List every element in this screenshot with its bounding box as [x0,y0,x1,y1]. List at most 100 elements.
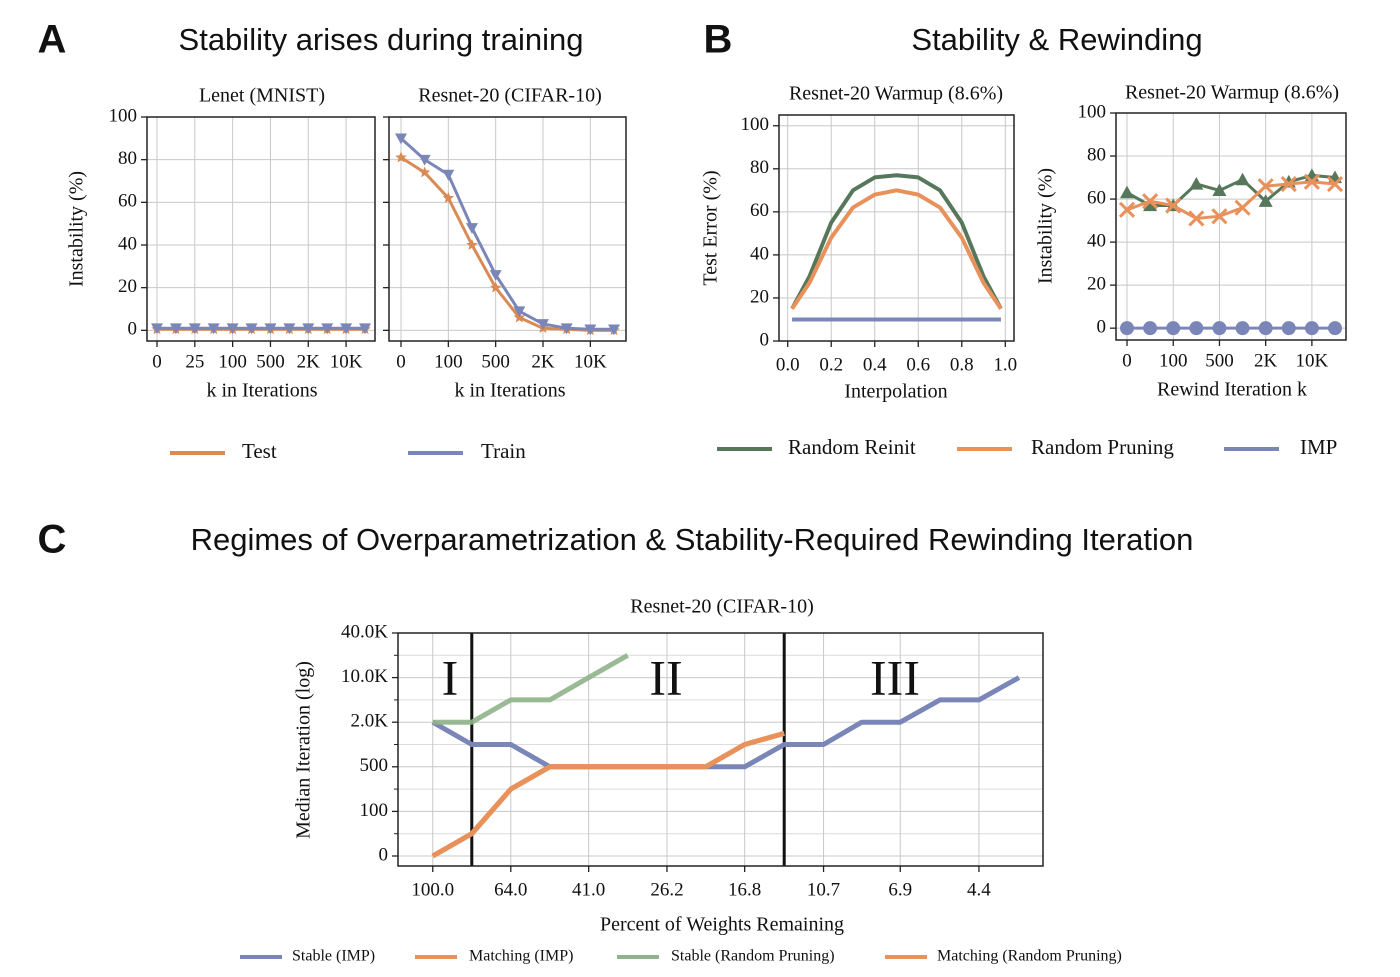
series-line [431,675,1021,770]
y-tick-label: 2.0K [351,711,389,732]
panel-title: Regimes of Overparametrization & Stabili… [191,522,1194,557]
plot-frame [1115,112,1347,341]
x-tick-label: 10K [330,351,363,372]
legend-label: Stable (IMP) [292,948,375,965]
x-tick-label: 6.9 [888,879,912,900]
region-label: II [649,649,682,705]
marker [584,324,597,336]
panel-title: Stability arises during training [179,22,584,57]
x-tick-label: 26.2 [650,879,683,900]
y-tick-label: 100 [1078,101,1107,122]
y-tick-label: 20 [1087,273,1106,294]
marker [442,192,455,203]
y-axis-label: Median Iteration (log) [293,661,315,839]
x-tick-label: 0 [396,351,406,372]
y-axis-label: Instability (%) [66,171,88,287]
marker [264,323,277,335]
y-tick-label: 100 [109,105,138,126]
x-axis-label: Percent of Weights Remaining [600,914,844,936]
marker [1188,210,1205,227]
legend-label: Matching (IMP) [469,948,573,965]
marker [537,319,549,330]
y-tick-label: 0 [379,844,389,865]
subplot-title: Lenet (MNIST) [199,85,325,107]
plot-frame [146,116,376,342]
marker [560,323,573,335]
x-tick-label: 500 [256,351,285,372]
marker [1142,193,1159,210]
x-tick-label: 10K [574,351,607,372]
y-tick-label: 500 [360,755,389,776]
y-tick-label: 10.0K [341,666,388,687]
y-axis-label: Instability (%) [1035,168,1057,284]
legend-label: Test [242,439,277,463]
plot-frame [397,632,1044,867]
x-tick-label: 0.2 [819,354,843,375]
y-tick-label: 80 [118,148,137,169]
x-axis-label: k in Iterations [206,380,317,402]
marker [1304,321,1319,336]
marker [1118,201,1136,218]
marker [1189,321,1204,336]
marker [466,223,478,234]
marker [207,323,220,335]
y-tick-label: 0 [760,329,770,350]
x-tick-label: 0 [1122,350,1132,371]
marker [188,323,201,335]
plot-frame [388,116,627,342]
marker [1212,183,1227,197]
marker [395,133,407,145]
legend-label: IMP [1300,435,1337,459]
marker [1235,321,1250,336]
region-label: I [442,649,459,705]
y-tick-label: 40 [118,233,137,254]
marker [418,154,431,166]
legend-label: Random Reinit [788,435,916,459]
legend-label: Train [481,439,526,463]
marker [1143,198,1158,212]
legend-label: Matching (Random Pruning) [937,948,1122,965]
series-line [399,137,614,331]
marker [1189,177,1204,190]
series-line [431,730,785,859]
x-tick-label: 2K [297,351,321,372]
x-tick-label: 25 [185,351,204,372]
marker [151,323,163,335]
series-line [1126,173,1336,208]
marker [513,306,526,318]
marker [321,323,334,335]
marker [1257,178,1274,195]
marker [1235,172,1250,186]
marker [1166,321,1181,336]
series-line [790,173,1003,310]
x-tick-label: 100.0 [411,879,454,900]
marker [1120,321,1134,336]
x-tick-label: 1.0 [993,354,1017,375]
x-tick-label: 0 [152,351,162,372]
y-tick-label: 40.0K [341,621,388,642]
x-tick-label: 500 [1205,350,1234,371]
legend-label: Stable (Random Pruning) [671,948,835,965]
marker [1326,175,1344,193]
x-axis-label: k in Iterations [454,380,565,402]
marker [1258,321,1273,336]
x-tick-label: 100 [434,351,463,372]
marker [302,323,315,335]
marker [442,169,455,181]
marker [1280,175,1297,193]
marker [1212,321,1227,336]
panel-letter: A [38,18,67,62]
x-axis-label: Interpolation [844,381,947,403]
marker [1258,194,1273,207]
y-tick-label: 100 [741,114,770,135]
x-tick-label: 64.0 [494,879,527,900]
marker [226,323,239,335]
x-tick-label: 2K [1254,350,1278,371]
x-tick-label: 0.8 [950,354,974,375]
subplot-title: Resnet-20 (CIFAR-10) [630,596,814,618]
marker [1303,173,1320,190]
marker [1120,185,1134,199]
y-tick-label: 80 [1087,144,1106,165]
panel-letter: B [704,18,733,62]
x-tick-label: 500 [481,351,510,372]
